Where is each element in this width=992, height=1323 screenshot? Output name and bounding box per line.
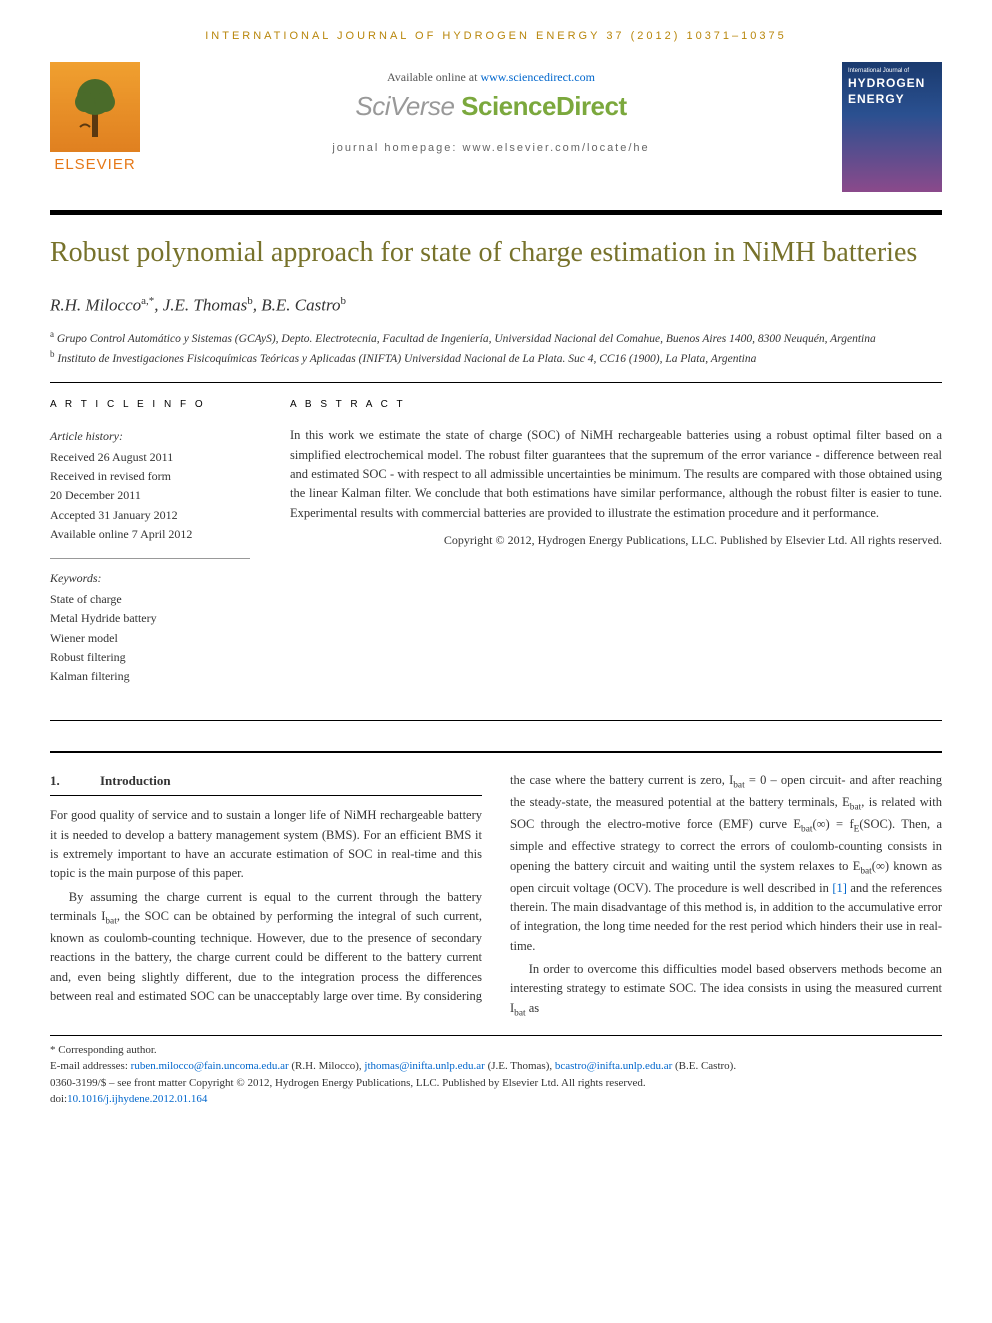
abstract-text: In this work we estimate the state of ch… (290, 426, 942, 523)
para-1: For good quality of service and to susta… (50, 806, 482, 884)
brand-sd: ScienceDirect (461, 91, 626, 121)
journal-cover-thumb: International Journal of HYDROGEN ENERGY (842, 62, 942, 192)
elsevier-tree-icon (50, 62, 140, 152)
elsevier-logo: ELSEVIER (50, 62, 140, 173)
elsevier-text: ELSEVIER (50, 156, 140, 173)
affiliation-a: a Grupo Control Automático y Sistemas (G… (50, 328, 942, 348)
header-block: ELSEVIER Available online at www.science… (50, 62, 942, 202)
emails-label: E-mail addresses: (50, 1060, 131, 1072)
center-header: Available online at www.sciencedirect.co… (160, 62, 822, 154)
cover-title2: ENERGY (848, 92, 936, 106)
sub-bat-5: bat (860, 866, 871, 876)
history-1: Received in revised form (50, 467, 250, 486)
sub-bat-2: bat (733, 781, 744, 791)
history-3: Accepted 31 January 2012 (50, 506, 250, 525)
keyword-3: Robust filtering (50, 648, 250, 667)
section-num: 1. (50, 771, 100, 791)
front-matter: 0360-3199/$ – see front matter Copyright… (50, 1075, 942, 1092)
email-2[interactable]: jthomas@inifta.unlp.edu.ar (364, 1060, 484, 1072)
homepage-line: journal homepage: www.elsevier.com/locat… (160, 142, 822, 154)
available-online: Available online at www.sciencedirect.co… (160, 70, 822, 85)
affiliation-b-text: Instituto de Investigaciones Fisicoquími… (57, 353, 756, 365)
history-0: Received 26 August 2011 (50, 448, 250, 467)
doi-line: doi:10.1016/j.ijhydene.2012.01.164 (50, 1091, 942, 1108)
doi-label: doi: (50, 1093, 67, 1105)
sub-bat-3: bat (850, 803, 861, 813)
cover-title1: HYDROGEN (848, 76, 936, 90)
cover-top: International Journal of (848, 68, 936, 74)
p2f: (∞) = f (812, 817, 853, 831)
p3a: In order to overcome this difficulties m… (510, 962, 942, 1015)
body-columns: 1. Introduction For good quality of serv… (50, 771, 942, 1021)
ref-1-link[interactable]: [1] (832, 881, 847, 895)
history-2: 20 December 2011 (50, 486, 250, 505)
keyword-1: Metal Hydride battery (50, 609, 250, 628)
doi-link[interactable]: 10.1016/j.ijhydene.2012.01.164 (67, 1093, 207, 1105)
sciencedirect-link[interactable]: www.sciencedirect.com (480, 70, 595, 84)
brand-sci: SciVerse (355, 91, 461, 121)
keyword-2: Wiener model (50, 629, 250, 648)
sub-bat-6: bat (514, 1008, 525, 1018)
history-head: Article history: (50, 427, 250, 446)
keywords-block: Keywords: State of charge Metal Hydride … (50, 569, 250, 686)
email-1-name: (R.H. Milocco), (289, 1060, 365, 1072)
copyright: Copyright © 2012, Hydrogen Energy Public… (290, 531, 942, 550)
homepage-link[interactable]: www.elsevier.com/locate/he (463, 142, 650, 154)
divider-thick (50, 210, 942, 215)
abstract-label: A B S T R A C T (290, 397, 942, 413)
corresponding-author: * Corresponding author. (50, 1042, 942, 1059)
email-1[interactable]: ruben.milocco@fain.uncoma.edu.ar (131, 1060, 289, 1072)
email-3[interactable]: bcastro@inifta.unlp.edu.ar (555, 1060, 672, 1072)
article-info-label: A R T I C L E I N F O (50, 397, 250, 413)
article-title: Robust polynomial approach for state of … (50, 235, 942, 270)
keywords-head: Keywords: (50, 569, 250, 588)
sub-bat-4: bat (801, 825, 812, 835)
footer: * Corresponding author. E-mail addresses… (50, 1035, 942, 1108)
affiliation-a-text: Grupo Control Automático y Sistemas (GCA… (57, 332, 876, 344)
section-heading-1: 1. Introduction (50, 771, 482, 796)
info-abstract-row: A R T I C L E I N F O Article history: R… (50, 397, 942, 700)
homepage-prefix: journal homepage: (332, 142, 462, 154)
affiliation-b: b Instituto de Investigaciones Fisicoquí… (50, 348, 942, 368)
emails: E-mail addresses: ruben.milocco@fain.unc… (50, 1058, 942, 1075)
sciverse-brand: SciVerse ScienceDirect (160, 91, 822, 122)
divider-thin-2 (50, 720, 942, 721)
journal-header: INTERNATIONAL JOURNAL OF HYDROGEN ENERGY… (50, 20, 942, 62)
history-4: Available online 7 April 2012 (50, 525, 250, 544)
section-title: Introduction (100, 771, 171, 791)
authors: R.H. Miloccoa,*, J.E. Thomasb, B.E. Cast… (50, 295, 942, 316)
keyword-4: Kalman filtering (50, 667, 250, 686)
email-3-name: (B.E. Castro). (672, 1060, 736, 1072)
article-info: A R T I C L E I N F O Article history: R… (50, 397, 250, 700)
divider-thin-1 (50, 382, 942, 383)
p3b: as (526, 1001, 540, 1015)
available-prefix: Available online at (387, 70, 480, 84)
email-2-name: (J.E. Thomas), (485, 1060, 555, 1072)
history-block: Article history: Received 26 August 2011… (50, 427, 250, 544)
affiliations: a Grupo Control Automático y Sistemas (G… (50, 328, 942, 368)
abstract: A B S T R A C T In this work we estimate… (290, 397, 942, 700)
sub-bat-1: bat (105, 917, 116, 927)
keyword-0: State of charge (50, 590, 250, 609)
divider-mid (50, 751, 942, 753)
info-divider (50, 558, 250, 559)
para-3: In order to overcome this difficulties m… (510, 960, 942, 1021)
